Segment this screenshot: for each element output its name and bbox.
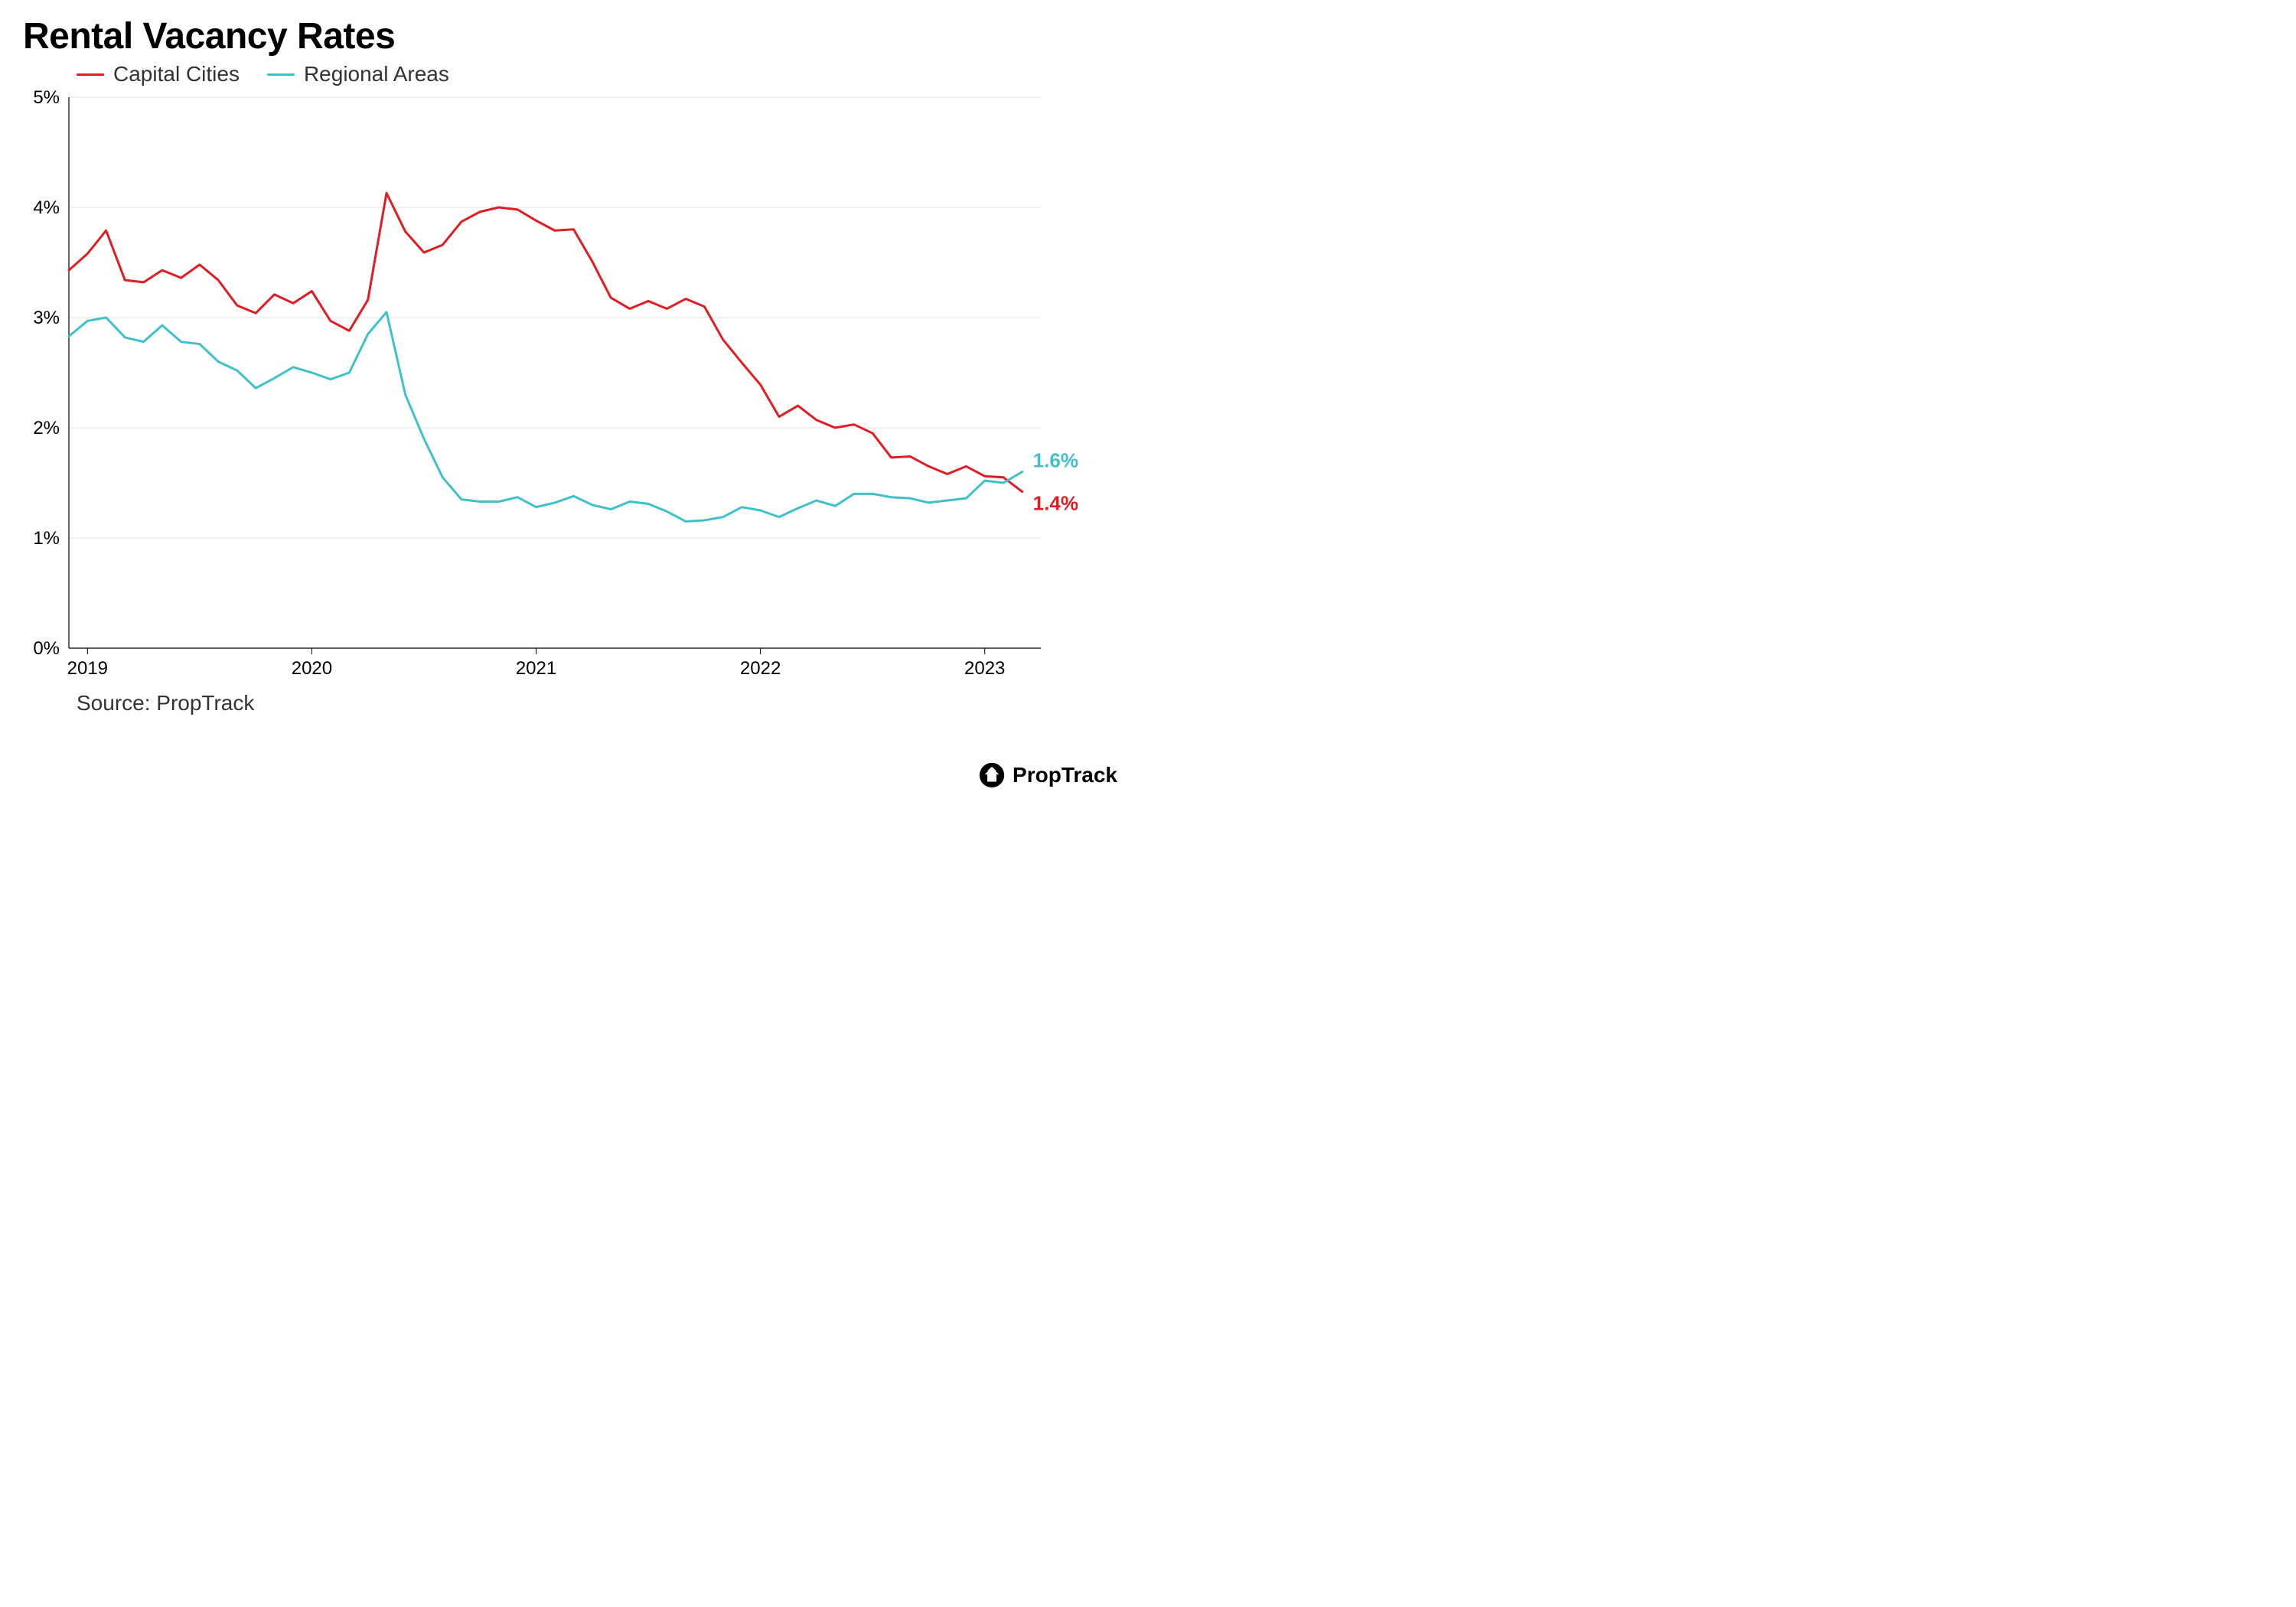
legend: Capital Cities Regional Areas — [77, 62, 1125, 86]
end-label-0: 1.4% — [1033, 492, 1078, 515]
svg-text:2021: 2021 — [516, 658, 556, 679]
brand-logo: PropTrack — [979, 762, 1117, 788]
end-label-1: 1.6% — [1033, 449, 1078, 472]
proptrack-icon — [979, 762, 1005, 788]
svg-text:4%: 4% — [33, 197, 60, 218]
legend-swatch — [267, 73, 295, 76]
brand-text: PropTrack — [1013, 763, 1117, 787]
chart-container: Rental Vacancy Rates Capital Cities Regio… — [0, 0, 1148, 804]
legend-item-1: Regional Areas — [267, 62, 449, 86]
chart-title: Rental Vacancy Rates — [23, 15, 1125, 57]
chart-plot-area: 0% 1% 2% 3% 4% 5% 2019 2020 2021 2022 2023 1.6% 1.4% — [23, 90, 1125, 686]
svg-text:0%: 0% — [33, 638, 60, 659]
svg-text:3%: 3% — [33, 308, 60, 328]
svg-text:5%: 5% — [33, 90, 60, 108]
series-line-1 — [69, 312, 1022, 522]
series-line-0 — [69, 193, 1022, 491]
svg-text:2022: 2022 — [740, 658, 781, 679]
svg-text:2%: 2% — [33, 418, 60, 438]
svg-text:2020: 2020 — [292, 658, 332, 679]
svg-text:1%: 1% — [33, 528, 60, 549]
legend-swatch — [77, 73, 104, 76]
svg-text:2019: 2019 — [67, 658, 108, 679]
legend-label: Regional Areas — [304, 62, 449, 86]
source-text: Source: PropTrack — [77, 691, 1125, 715]
line-chart-svg: 0% 1% 2% 3% 4% 5% 2019 2020 2021 2022 2023 1.6% 1.4% — [23, 90, 1125, 686]
legend-label: Capital Cities — [113, 62, 240, 86]
svg-text:2023: 2023 — [964, 658, 1005, 679]
legend-item-0: Capital Cities — [77, 62, 240, 86]
